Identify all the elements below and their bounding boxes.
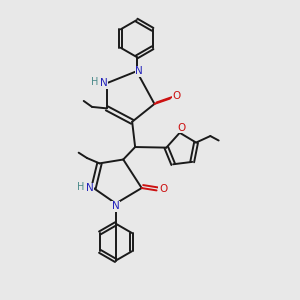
- Text: O: O: [177, 123, 185, 133]
- Text: O: O: [159, 184, 167, 194]
- Text: N: N: [135, 66, 143, 76]
- Text: N: N: [112, 202, 120, 212]
- Text: N: N: [86, 183, 94, 193]
- Text: O: O: [172, 91, 181, 101]
- Text: H: H: [91, 76, 98, 87]
- Text: N: N: [100, 78, 108, 88]
- Text: H: H: [77, 182, 85, 192]
